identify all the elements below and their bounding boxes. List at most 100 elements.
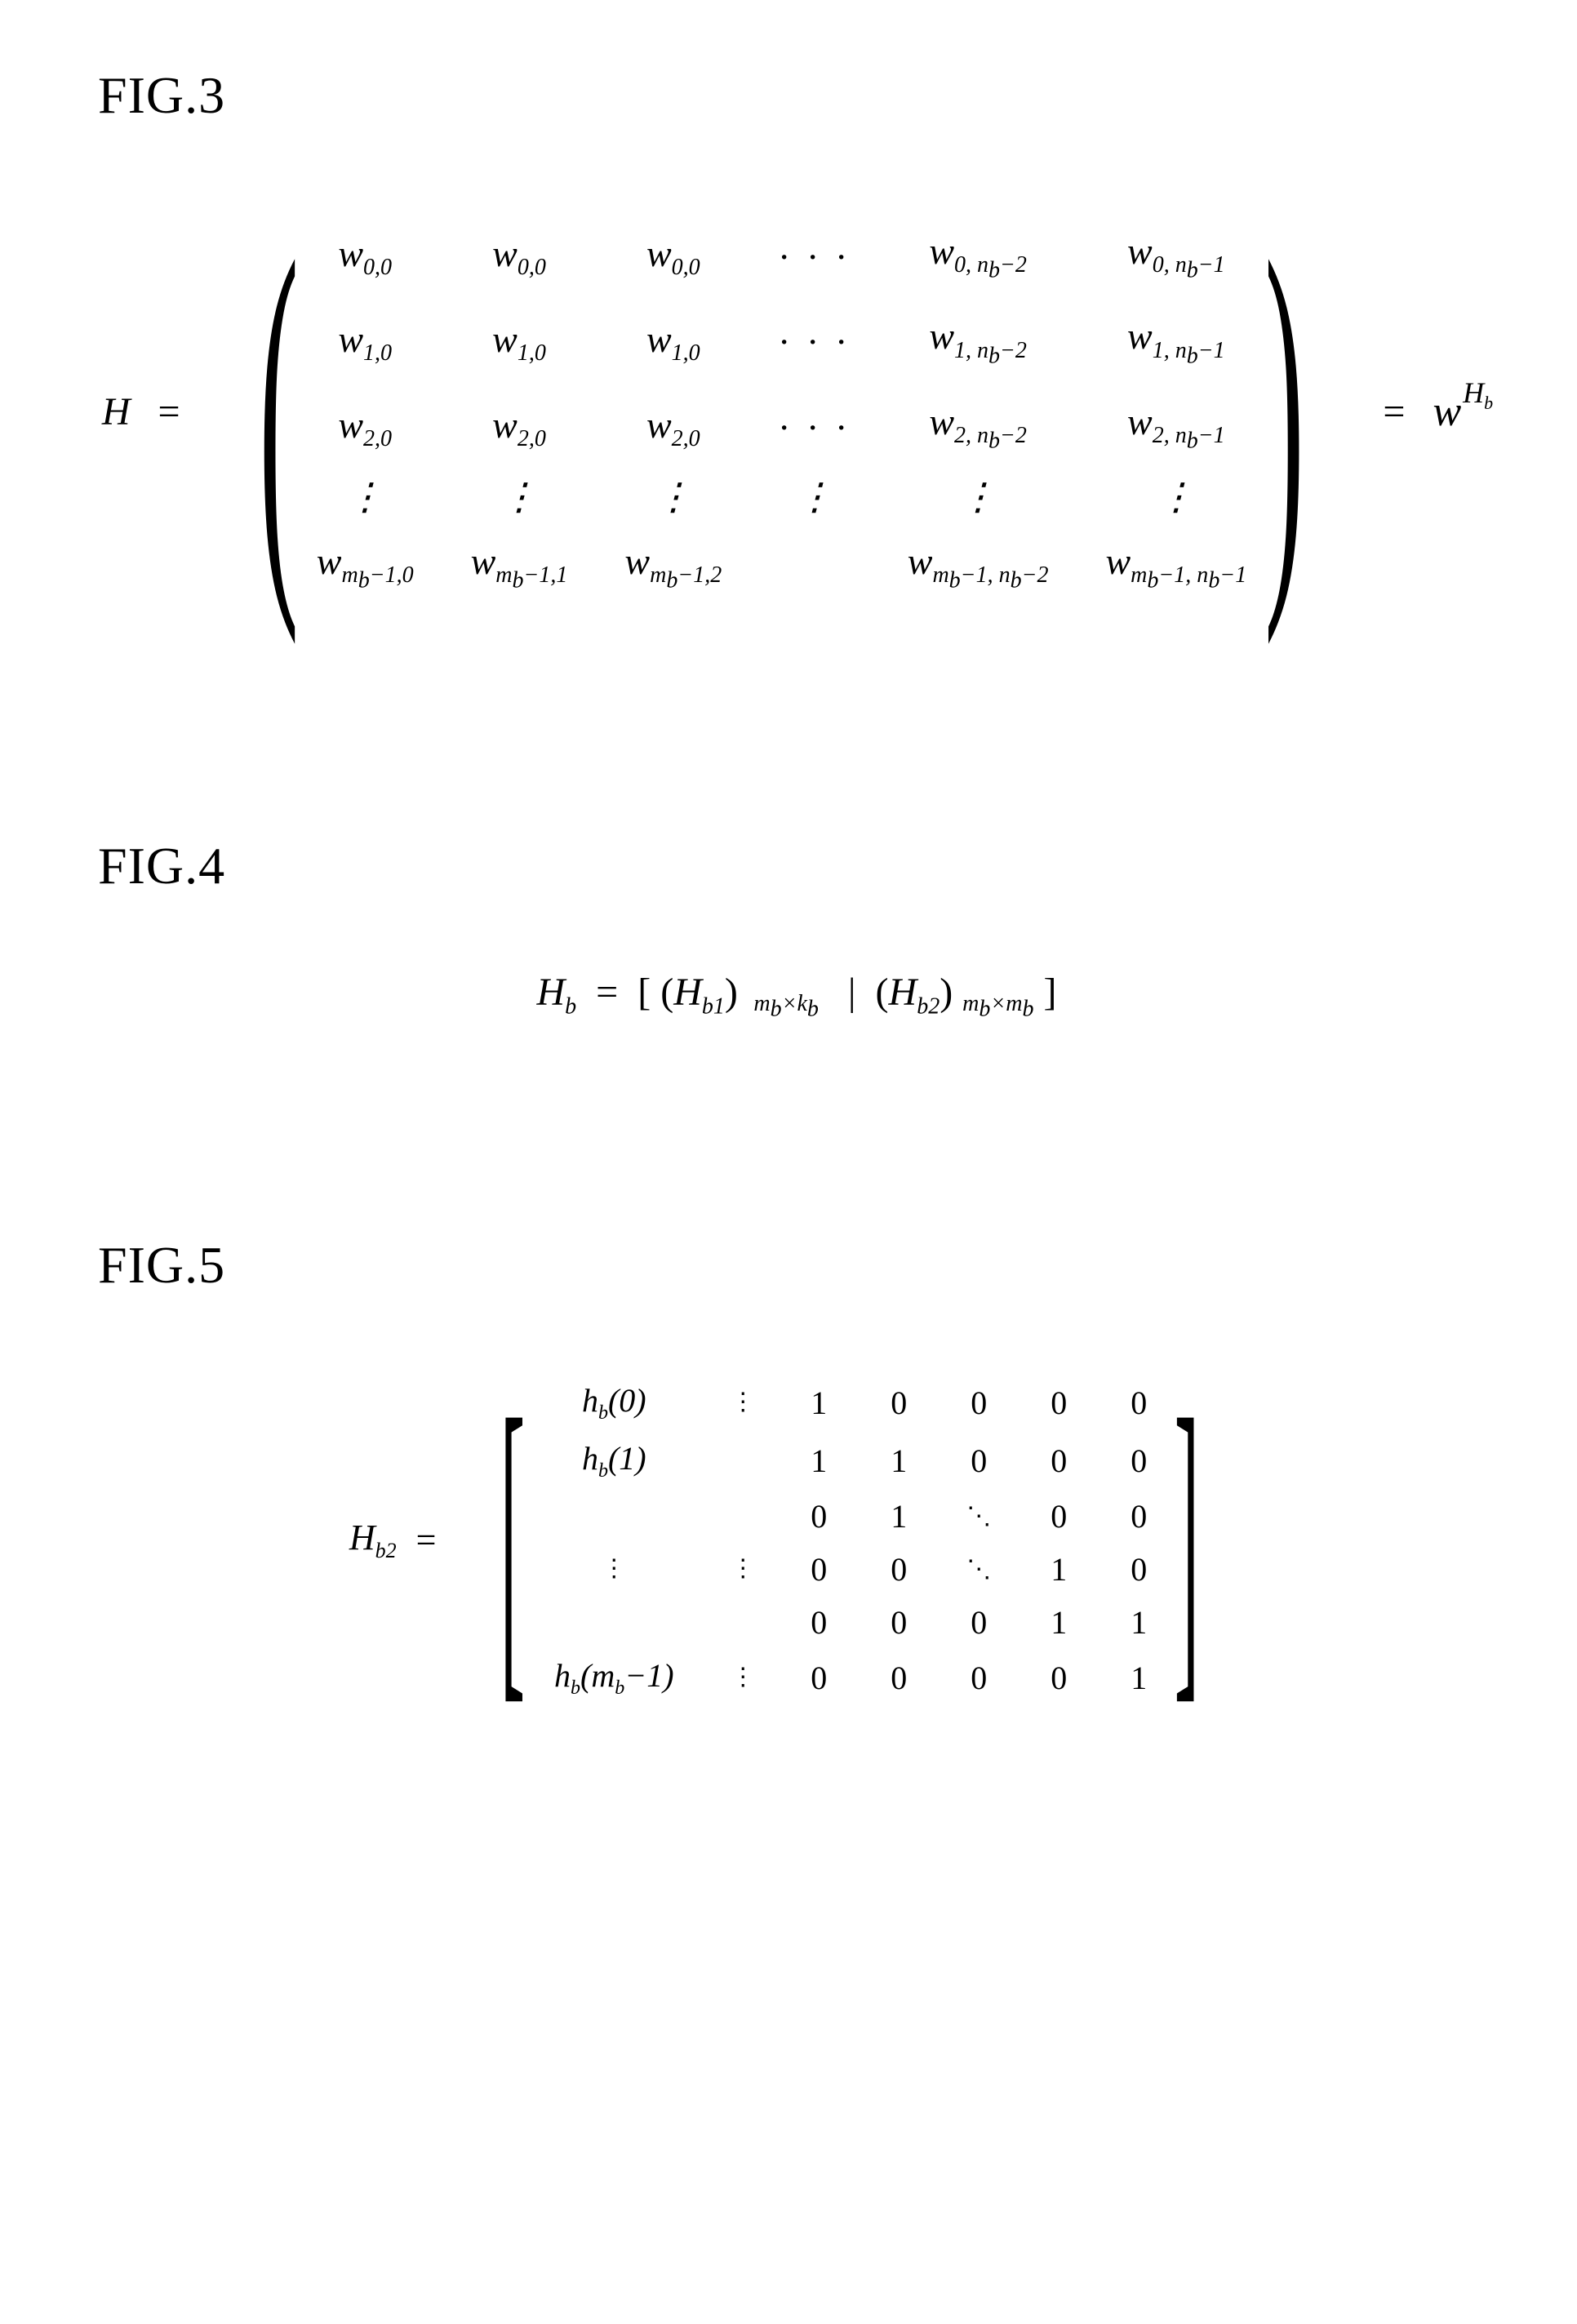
right-bracket-icon: ] (1175, 1369, 1200, 1712)
matrix-vdots: ⋮ (500, 486, 538, 509)
matrix-vdots: ⋮ (602, 1562, 626, 1576)
matrix-vdots: ⋮ (655, 486, 692, 509)
matrix-cell (810, 544, 820, 588)
left-bracket-icon: [ (500, 1369, 526, 1712)
matrix-row-label: hb(0) (582, 1381, 646, 1424)
matrix-cell: 0 (811, 1550, 827, 1589)
matrix-cell: 0 (1051, 1442, 1067, 1480)
matrix-cell: w0,0 (338, 232, 392, 281)
figure-3-label: FIG.3 (98, 65, 1495, 126)
fig3-rhs-exponent: Hb (1463, 375, 1493, 414)
matrix-vdots: ⋮ (1157, 486, 1195, 509)
matrix-cell: w0, nb−2 (929, 229, 1027, 284)
matrix-cell: 0 (1051, 1497, 1067, 1535)
matrix-cell: 0 (1051, 1659, 1067, 1697)
matrix-cell: 1 (1131, 1603, 1147, 1642)
fig3-lhs: H (102, 389, 131, 434)
equals-sign: = (416, 1519, 437, 1561)
matrix-row-label: hb(1) (582, 1439, 646, 1482)
equals-sign: = (596, 971, 618, 1014)
fig4-part2: Hb2 (889, 971, 940, 1014)
matrix-cell: w2, nb−2 (929, 400, 1027, 455)
equals-sign: = (1383, 389, 1405, 434)
fig5-lhs: Hb2 (349, 1517, 397, 1563)
matrix-row-label: hb(mb−1) (554, 1656, 674, 1700)
fig4-part1-dims: mb×kb (748, 984, 819, 1011)
matrix-cell: wmb−1, nb−1 (1105, 540, 1246, 594)
matrix-cell: w1, nb−1 (1127, 314, 1225, 369)
matrix-cell: 0 (971, 1442, 987, 1480)
matrix-ddots: ⋱ (966, 1555, 991, 1584)
figure-3: FIG.3 H = ( w0,0 w0,0 w0,0 · · · w0, nb−… (98, 65, 1495, 624)
matrix-cell: 1 (891, 1497, 907, 1535)
left-bracket-icon: [ (637, 971, 651, 1014)
matrix-cell: 0 (1131, 1384, 1147, 1422)
matrix-cell: 1 (1051, 1603, 1067, 1642)
fig4-part2-dims: mb×mb (962, 984, 1033, 1011)
matrix-cell: 1 (1131, 1659, 1147, 1697)
matrix-cell: w1,0 (338, 318, 392, 367)
matrix-hdots: · · · (779, 320, 851, 363)
matrix-cell: 0 (811, 1497, 827, 1535)
right-paren-icon: ) (1265, 199, 1304, 624)
matrix-cell: 0 (1131, 1550, 1147, 1589)
matrix-vdots: ⋮ (346, 486, 384, 509)
figure-4-equation: Hb = [ (Hb1) mb×kb | (Hb2) mb×mb ] (98, 970, 1495, 1023)
figure-4-label: FIG.4 (98, 836, 1495, 896)
figure-3-equation: H = ( w0,0 w0,0 w0,0 · · · w0, nb−2 w0, … (98, 199, 1495, 624)
matrix-vdots: ⋮ (731, 1395, 755, 1410)
matrix-cell (740, 1453, 747, 1468)
matrix-cell: w1,0 (492, 318, 546, 367)
fig3-rhs-base: w (1433, 388, 1461, 436)
fig4-lhs: Hb (536, 971, 586, 1014)
matrix-cell: 0 (891, 1550, 907, 1589)
matrix-cell: 0 (971, 1659, 987, 1697)
matrix-cell: 0 (1131, 1497, 1147, 1535)
matrix-cell: wmb−1, nb−2 (908, 540, 1049, 594)
matrix-cell: 0 (971, 1603, 987, 1642)
figure-5-equation: Hb2 = [ hb(0) ⋮ 1 0 0 0 0 hb(1) 1 1 0 0 (98, 1369, 1495, 1712)
figure-4: FIG.4 Hb = [ (Hb1) mb×kb | (Hb2) mb×mb ] (98, 836, 1495, 1023)
matrix-cell (740, 1615, 747, 1629)
partition-bar-icon: | (848, 971, 856, 1014)
matrix-cell: w2,0 (492, 403, 546, 452)
matrix-cell: w2,0 (646, 403, 700, 452)
matrix-cell: wmb−1,0 (317, 540, 414, 594)
matrix-cell: 1 (811, 1384, 827, 1422)
matrix-row-label (610, 1497, 618, 1535)
matrix-cell: 0 (971, 1384, 987, 1422)
fig5-matrix: hb(0) ⋮ 1 0 0 0 0 hb(1) 1 1 0 0 0 0 1 (532, 1381, 1167, 1700)
fig4-part1: Hb1 (673, 971, 725, 1014)
matrix-hdots: · · · (779, 235, 851, 278)
matrix-vdots: ⋮ (959, 486, 997, 509)
matrix-cell: 1 (1051, 1550, 1067, 1589)
matrix-cell: wmb−1,2 (624, 540, 722, 594)
matrix-vdots: ⋮ (796, 486, 833, 509)
fig3-matrix: w0,0 w0,0 w0,0 · · · w0, nb−2 w0, nb−1 w… (317, 229, 1246, 594)
matrix-row-label (610, 1603, 618, 1642)
matrix-cell: w1, nb−2 (929, 314, 1027, 369)
figure-5: FIG.5 Hb2 = [ hb(0) ⋮ 1 0 0 0 0 hb(1) 1 … (98, 1235, 1495, 1712)
matrix-hdots: · · · (779, 406, 851, 449)
matrix-cell: 0 (1051, 1384, 1067, 1422)
matrix-cell: w2, nb−1 (1127, 400, 1225, 455)
matrix-cell: w0, nb−1 (1127, 229, 1225, 284)
matrix-cell: w2,0 (338, 403, 392, 452)
right-bracket-icon: ] (1044, 971, 1057, 1014)
matrix-cell: 1 (891, 1442, 907, 1480)
equals-sign: = (158, 389, 180, 434)
matrix-cell: w1,0 (646, 318, 700, 367)
matrix-cell: w0,0 (492, 232, 546, 281)
matrix-cell: wmb−1,1 (471, 540, 568, 594)
matrix-cell: 0 (891, 1603, 907, 1642)
matrix-cell: w0,0 (646, 232, 700, 281)
matrix-ddots: ⋱ (966, 1502, 991, 1531)
matrix-vdots: ⋮ (731, 1562, 755, 1576)
matrix-cell: 0 (1131, 1442, 1147, 1480)
matrix-vdots: ⋮ (731, 1670, 755, 1685)
fig3-rhs: w Hb (1433, 388, 1491, 436)
matrix-cell: 0 (891, 1659, 907, 1697)
matrix-cell (740, 1509, 747, 1523)
left-paren-icon: ( (259, 199, 298, 624)
matrix-cell: 0 (891, 1384, 907, 1422)
